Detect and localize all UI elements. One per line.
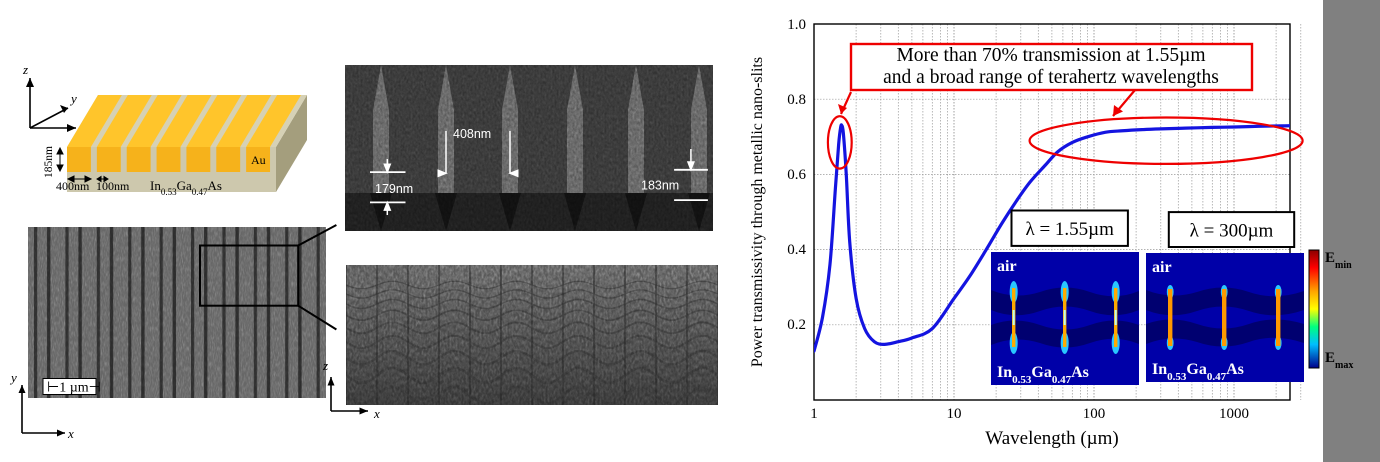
svg-text:λ = 1.55µm: λ = 1.55µm	[1025, 219, 1114, 240]
svg-text:Wavelength (µm): Wavelength (µm)	[985, 428, 1118, 449]
svg-text:and a broad range of terahertz: and a broad range of terahertz wavelengt…	[883, 67, 1219, 88]
svg-text:air: air	[1152, 259, 1172, 276]
svg-text:More than 70% transmission at: More than 70% transmission at 1.55µm	[896, 45, 1205, 66]
svg-text:0.8: 0.8	[787, 92, 806, 108]
svg-text:0.6: 0.6	[787, 167, 806, 183]
svg-text:Power transmissivity through m: Power transmissivity through metallic na…	[749, 57, 766, 367]
svg-text:1: 1	[810, 406, 818, 422]
svg-text:Emax: Emax	[1325, 350, 1353, 371]
svg-text:0.4: 0.4	[787, 242, 806, 258]
svg-text:0.2: 0.2	[787, 317, 806, 333]
svg-text:10: 10	[947, 406, 962, 422]
svg-text:Emin: Emin	[1325, 250, 1352, 271]
svg-text:1.0: 1.0	[787, 17, 806, 33]
svg-text:1000: 1000	[1219, 406, 1249, 422]
svg-text:air: air	[997, 258, 1017, 275]
svg-text:100: 100	[1083, 406, 1106, 422]
svg-text:λ = 300µm: λ = 300µm	[1190, 221, 1274, 242]
